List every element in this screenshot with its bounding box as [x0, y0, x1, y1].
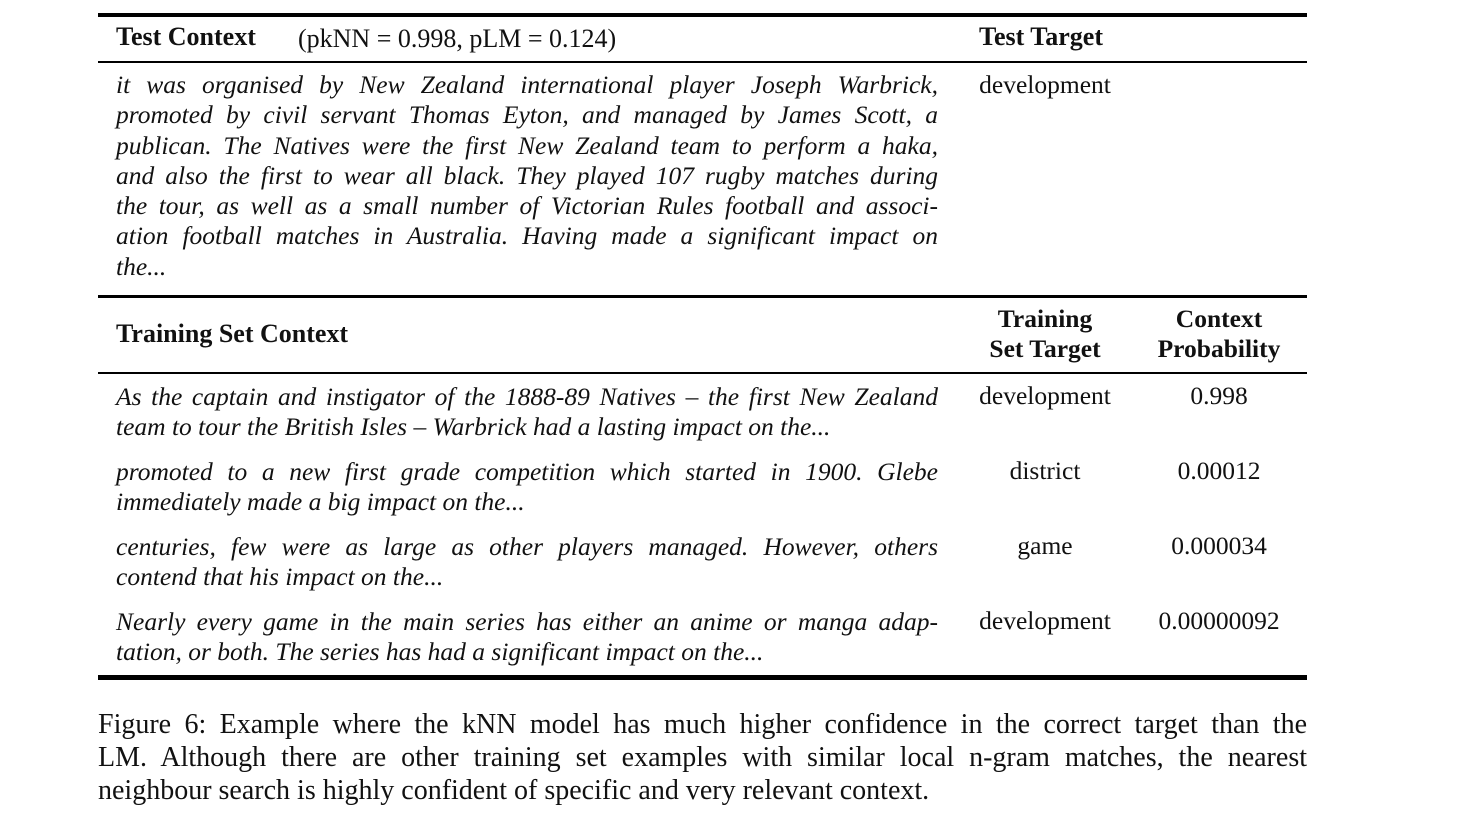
caption-line: Figure 6: Example where the kNN model ha…	[98, 709, 1307, 740]
figure-caption: Figure 6: Example where the kNN model ha…	[98, 708, 1307, 807]
test-context-line: and also the first to wear all black. Th…	[116, 160, 938, 190]
training-target-header: Training Set Target	[964, 304, 1126, 364]
test-target-header: Test Target	[979, 22, 1103, 51]
test-context-text: it was organised by New Zealand internat…	[116, 70, 938, 282]
training-context-row: As the captain and instigator of the 188…	[116, 382, 938, 443]
training-target-value: development	[979, 381, 1111, 410]
training-target-value: development	[979, 606, 1111, 635]
test-context-line: publican. The Natives were the first New…	[116, 130, 938, 160]
training-target-value: district	[1009, 456, 1081, 485]
context-probability-header-line2: Probability	[1157, 334, 1281, 363]
caption-line: LM. Although there are other training se…	[98, 742, 1307, 773]
top-rule	[98, 13, 1307, 17]
context-probability-value: 0.00012	[1177, 456, 1261, 485]
training-target-header-line1: Training	[997, 304, 1093, 333]
training-context-line: contend that his impact on the...	[116, 562, 444, 592]
caption-line: neighbour search is highly confident of …	[98, 775, 930, 806]
training-context-row: centuries, few were as large as other pl…	[116, 532, 938, 593]
training-target-value: game	[1017, 531, 1073, 560]
context-probability-header-line1: Context	[1175, 304, 1263, 333]
context-probability-value: 0.000034	[1171, 531, 1267, 560]
training-context-line: immediately made a big impact on the...	[116, 487, 525, 517]
training-context-row: Nearly every game in the main series has…	[116, 607, 938, 668]
probability-annotation: (pkNN = 0.998, pLM = 0.124)	[298, 24, 617, 53]
training-context-line: promoted to a new first grade competitio…	[116, 457, 938, 486]
test-context-line: promoted by civil servant Thomas Eyton, …	[116, 100, 938, 130]
test-context-line: it was organised by New Zealand internat…	[116, 70, 938, 99]
training-context-line: As the captain and instigator of the 188…	[116, 382, 938, 411]
training-context-line: centuries, few were as large as other pl…	[116, 532, 938, 561]
training-context-line: Nearly every game in the main series has…	[116, 607, 938, 636]
training-context-row: promoted to a new first grade competitio…	[116, 457, 938, 518]
test-context-line: the tour, as well as a small number of V…	[116, 191, 938, 221]
test-context-line: ation football matches in Australia. Hav…	[116, 221, 938, 251]
training-context-line: tation, or both. The series has had a si…	[116, 637, 764, 667]
train-header-rule	[98, 372, 1307, 374]
test-header-rule	[98, 61, 1307, 63]
context-probability-value: 0.00000092	[1158, 606, 1280, 635]
test-context-line: the...	[116, 251, 167, 281]
test-context-header: Test Context	[116, 22, 256, 51]
training-context-header: Training Set Context	[116, 319, 349, 348]
context-probability-header: Context Probability	[1138, 304, 1300, 364]
context-probability-value: 0.998	[1190, 381, 1248, 410]
training-context-line: team to tour the British Isles – Warbric…	[116, 412, 831, 442]
training-target-header-line2: Set Target	[989, 334, 1101, 363]
section-rule	[98, 295, 1307, 298]
test-target-value: development	[979, 70, 1111, 99]
bottom-rule	[98, 675, 1307, 680]
